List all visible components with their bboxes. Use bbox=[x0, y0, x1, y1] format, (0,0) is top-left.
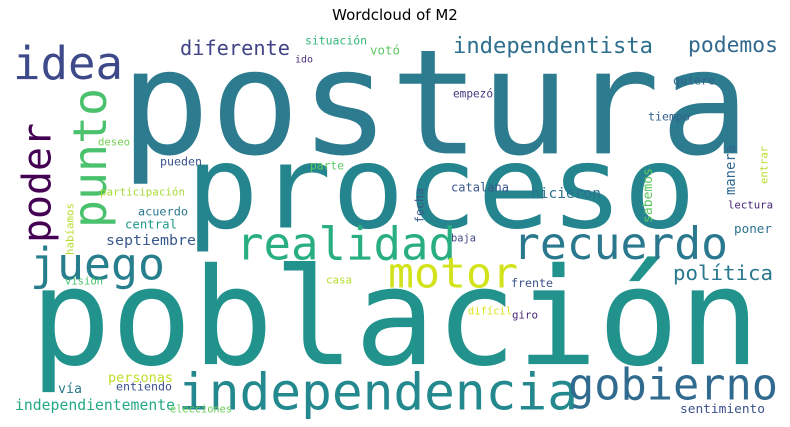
word-entrar: entrar bbox=[759, 146, 771, 184]
word-poder: poder bbox=[15, 123, 61, 243]
word-giro: giro bbox=[512, 309, 538, 322]
word-lectura: lectura bbox=[728, 198, 773, 211]
word-situación: situación bbox=[305, 33, 367, 47]
word-fecha: fecha bbox=[412, 188, 426, 223]
word-acuerdo: acuerdo bbox=[138, 204, 188, 218]
word-habíamos: habíamos bbox=[64, 203, 77, 255]
word-visión: visión bbox=[65, 276, 103, 288]
word-entiendo: entiendo bbox=[116, 379, 172, 393]
word-ido: ido bbox=[295, 55, 313, 66]
word-parte: parte bbox=[310, 160, 344, 173]
word-personas: personas bbox=[108, 370, 173, 386]
word-población: población bbox=[30, 239, 760, 396]
word-casa: casa bbox=[326, 274, 352, 287]
word-catalana: catalana bbox=[451, 180, 509, 194]
word-recuerdo: recuerdo bbox=[513, 218, 728, 270]
word-sabemos: sabemos bbox=[641, 168, 656, 223]
word-independentista: independentista bbox=[453, 33, 653, 59]
word-independencia: independencia bbox=[178, 364, 578, 419]
word-podemos: podemos bbox=[688, 33, 778, 58]
word-política: política bbox=[673, 261, 773, 285]
word-proceso: proceso bbox=[186, 123, 696, 256]
word-diferente: diferente bbox=[180, 36, 290, 60]
word-juego: juego bbox=[30, 238, 165, 291]
word-poner: poner bbox=[734, 221, 772, 236]
word-difícil: difícil bbox=[468, 306, 512, 318]
word-pueden: pueden bbox=[160, 155, 202, 169]
word-realidad: realidad bbox=[236, 218, 456, 271]
word-tiempo: tiempo bbox=[648, 110, 690, 124]
word-hicieron: hicieron bbox=[531, 186, 601, 202]
word-vía: vía bbox=[58, 381, 82, 397]
word-postura: postura bbox=[120, 33, 750, 188]
word-votó: votó bbox=[370, 42, 400, 57]
chart-title: Wordcloud of M2 bbox=[332, 6, 458, 24]
word-central: central bbox=[125, 217, 177, 231]
word-septiembre: septiembre bbox=[106, 232, 196, 249]
word-gobierno: gobierno bbox=[568, 361, 778, 411]
word-baja: baja bbox=[451, 233, 476, 245]
word-punto: punto bbox=[63, 88, 117, 228]
word-frente: frente bbox=[511, 276, 553, 290]
word-empezó: empezó bbox=[453, 88, 493, 101]
word-motor: motor bbox=[388, 248, 518, 297]
word-participación: participación bbox=[100, 186, 185, 199]
word-manera: manera bbox=[723, 145, 739, 195]
word-independientemente: independientemente bbox=[15, 397, 175, 414]
word-idea: idea bbox=[13, 37, 123, 90]
word-elecciones: elecciones bbox=[170, 404, 232, 416]
word-deseo: deseo bbox=[98, 137, 130, 149]
word-quiere: quiere bbox=[673, 74, 715, 88]
word-sentimiento: sentimiento bbox=[680, 402, 765, 417]
